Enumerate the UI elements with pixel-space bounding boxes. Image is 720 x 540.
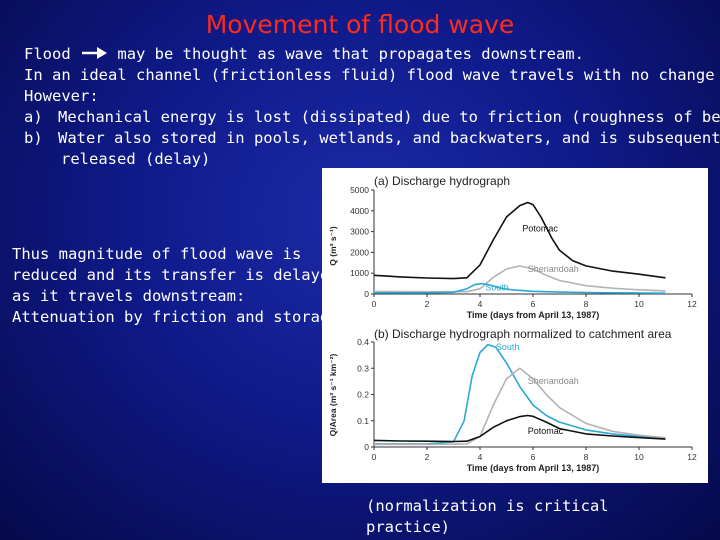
list-text-b-continued: released (delay): [61, 150, 211, 168]
list-text-a: Mechanical energy is lost (dissipated) d…: [58, 108, 720, 126]
panel-a-x-tick-label: 6: [531, 299, 536, 309]
panel-a-x-axis-label: Time (days from April 13, 1987): [467, 310, 600, 320]
panel-b-series-shenandoah: [374, 367, 666, 446]
panel-a-y-tick-label: 1000: [350, 268, 369, 278]
panel-a-y-tick-label: 2000: [350, 247, 369, 257]
panel-a-series-label-potomac: Potomac: [522, 224, 558, 234]
panel-a-y-tick-label: 0: [364, 289, 369, 299]
side-line-2: reduced and its transfer is delayed: [12, 266, 339, 284]
panel-b-x-tick-label: 10: [634, 452, 644, 462]
list-item-a: a) Mechanical energy is lost (dissipated…: [24, 107, 720, 128]
intro-line-1: Flood may be thought as wave that propag…: [24, 44, 704, 65]
panel-a-x-tick-label: 2: [425, 299, 430, 309]
panel-a-y-tick-label: 3000: [350, 227, 369, 237]
slide-title: Movement of flood wave: [205, 10, 515, 39]
intro-line-3: However:: [24, 87, 99, 105]
panel-b-series-label-south: South: [496, 342, 520, 352]
panel-a-series-label-shenandoah: Shenandoah: [528, 264, 579, 274]
panel-b-x-tick-label: 12: [687, 452, 697, 462]
panel-a-y-axis-label: Q (m³ s⁻¹): [328, 226, 338, 266]
panel-b-y-tick-label: 0.2: [357, 390, 369, 400]
panel-a-y-tick-label: 5000: [350, 185, 369, 195]
panel-b-y-tick-label: 0.1: [357, 416, 369, 426]
panel-a-y-tick-label: 4000: [350, 206, 369, 216]
intro-line-1-post: may be thought as wave that propagates d…: [117, 45, 584, 63]
panel-a-x-tick-label: 8: [584, 299, 589, 309]
side-line-3: as it travels downstream:: [12, 287, 246, 305]
list-item-b: b) Water also stored in pools, wetlands,…: [24, 128, 720, 149]
panel-b-series-south: [374, 343, 666, 445]
panel-a-title: (a) Discharge hydrograph: [374, 174, 510, 188]
panel-a-x-tick-label: 10: [634, 299, 644, 309]
panel-a-series-shenandoah: [373, 265, 666, 293]
panel-a-series-potomac: [373, 201, 666, 280]
panel-a-x-tick-label: 12: [687, 299, 697, 309]
panel-b-y-tick-label: 0: [364, 442, 369, 452]
panel-b-x-tick-label: 6: [531, 452, 536, 462]
panel-b-y-tick-label: 0.4: [357, 337, 369, 347]
side-line-1: Thus magnitude of flood wave is: [12, 245, 302, 263]
panel-b-series-label-potomac: Potomac: [528, 426, 564, 436]
intro-line-2: In an ideal channel (frictionless fluid)…: [24, 66, 715, 84]
panel-b-x-tick-label: 8: [584, 452, 589, 462]
list-marker-b: b): [24, 129, 43, 147]
panel-a-x-tick-label: 4: [478, 299, 483, 309]
panel-b-title: (b) Discharge hydrograph normalized to c…: [374, 327, 672, 341]
intro-line-1-pre: Flood: [24, 45, 71, 63]
panel-b-y-axis-label: Q/Area (m³ s⁻¹ km⁻²): [328, 354, 338, 437]
panel-b-x-tick-label: 0: [372, 452, 377, 462]
intro-text: Flood may be thought as wave that propag…: [24, 44, 720, 170]
panel-a-series-south: [374, 282, 666, 294]
footnote: (normalization is critical practice): [366, 497, 609, 536]
panel-b-y-tick-label: 0.3: [357, 363, 369, 373]
side-text: Thus magnitude of flood wave is reduced …: [12, 244, 339, 328]
panel-b-x-axis-label: Time (days from April 13, 1987): [467, 463, 600, 473]
panel-b-series-potomac: [373, 414, 666, 443]
panel-a-x-tick-label: 0: [372, 299, 377, 309]
hydrograph-svg: (a) Discharge hydrograph0100020003000400…: [328, 174, 697, 473]
panel-a-series-label-south: South: [485, 282, 509, 292]
panel-b-series-label-shenandoah: Shenandoah: [528, 376, 579, 386]
side-emphasis: Attenuation by friction and storage: [12, 308, 339, 326]
panel-b-x-tick-label: 4: [478, 452, 483, 462]
list-marker-a: a): [24, 108, 43, 126]
arrow-right-icon: [82, 47, 108, 59]
list-text-b: Water also stored in pools, wetlands, an…: [58, 129, 720, 147]
panel-b-x-tick-label: 2: [425, 452, 430, 462]
hydrograph-figure: (a) Discharge hydrograph 0 1000 2000 3000 400…: [322, 168, 708, 483]
